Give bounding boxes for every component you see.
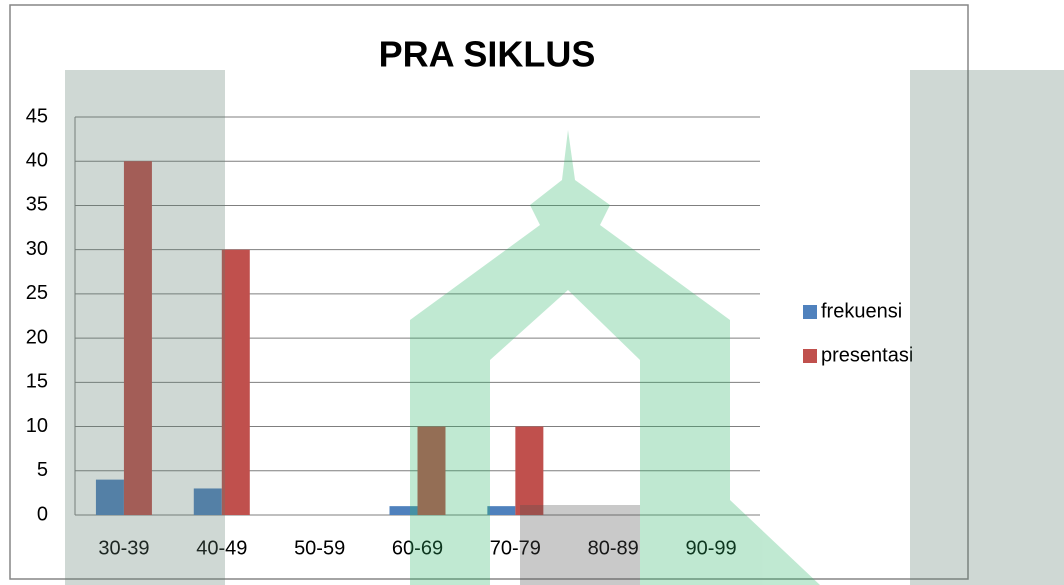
y-tick-label: 30: [26, 238, 48, 260]
y-tick-label: 25: [26, 282, 48, 304]
y-tick-label: 10: [26, 415, 48, 437]
y-tick-label: 15: [26, 371, 48, 393]
chart-title: PRA SIKLUS: [379, 34, 596, 75]
x-tick-label: 70-79: [490, 537, 541, 559]
x-tick-label: 50-59: [294, 537, 345, 559]
y-tick-label: 35: [26, 194, 48, 216]
bar: [418, 427, 446, 515]
bar: [124, 161, 152, 515]
legend-swatch: [803, 305, 817, 319]
legend-swatch: [803, 349, 817, 363]
x-tick-label: 40-49: [196, 537, 247, 559]
legend-label: presentasi: [821, 344, 913, 366]
chart: PRA SIKLUS 0 5 10 15 20 25 30 35 40 45 30-39 40-49 5…: [0, 0, 1064, 585]
bar: [390, 506, 418, 515]
y-tick-label: 45: [26, 105, 48, 127]
y-tick-label: 40: [26, 150, 48, 172]
bar: [515, 427, 543, 515]
bar: [487, 506, 515, 515]
y-tick-label: 0: [37, 503, 48, 525]
bar: [222, 250, 250, 515]
legend-label: frekuensi: [821, 300, 902, 322]
y-tick-label: 20: [26, 326, 48, 348]
y-tick-label: 5: [37, 459, 48, 481]
x-tick-label: 60-69: [392, 537, 443, 559]
x-tick-label: 90-99: [685, 537, 736, 559]
x-tick-label: 30-39: [98, 537, 149, 559]
page: {"chart_data": {"type": "bar", "title": …: [0, 0, 1064, 585]
x-tick-label: 80-89: [588, 537, 639, 559]
chart-border: [10, 5, 968, 579]
bar: [96, 480, 124, 515]
bar: [194, 488, 222, 515]
